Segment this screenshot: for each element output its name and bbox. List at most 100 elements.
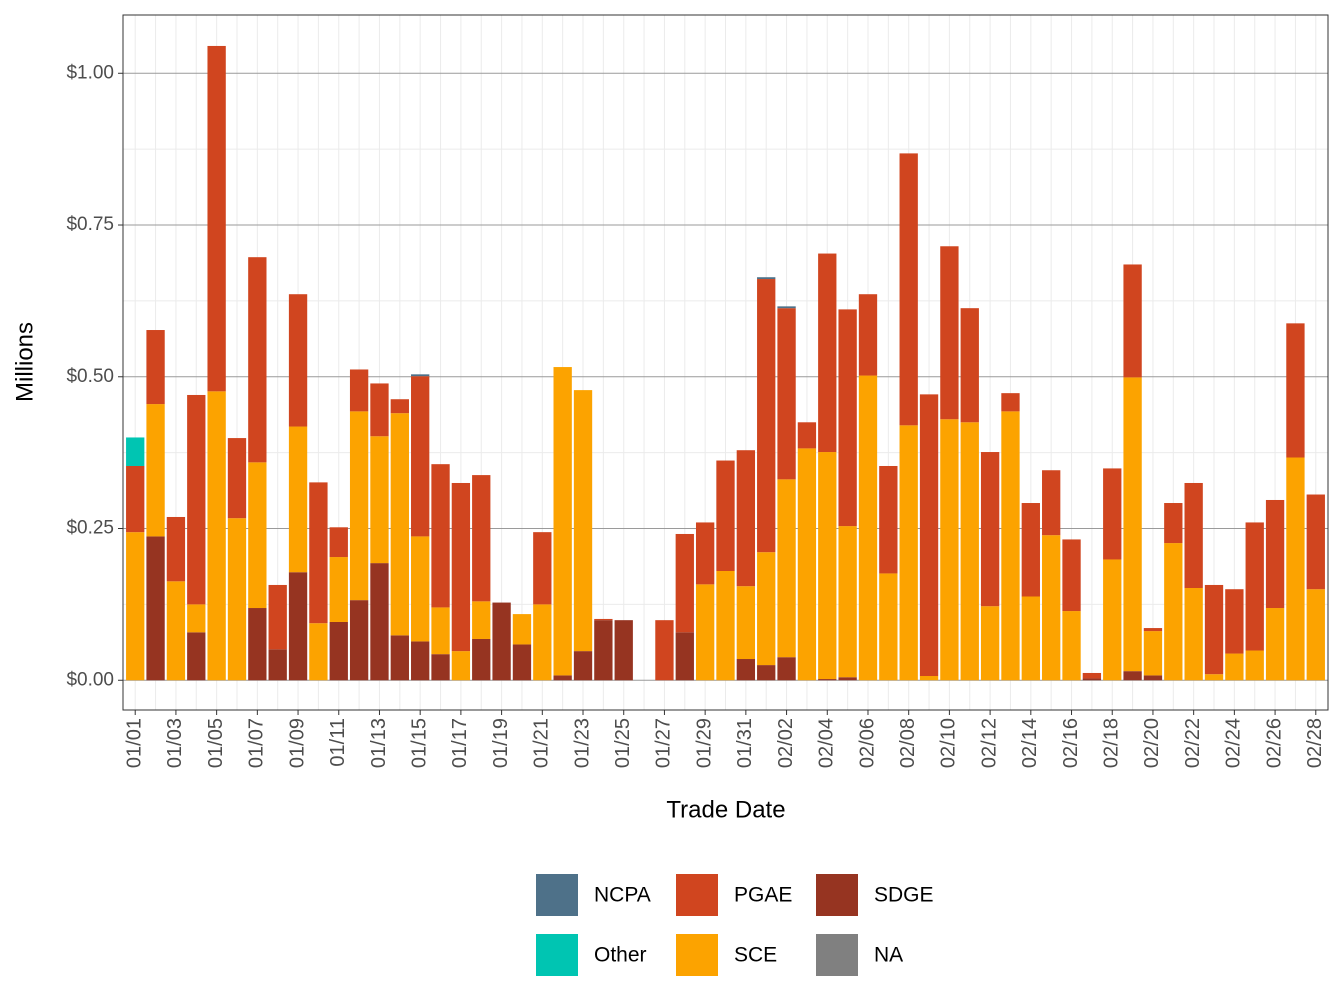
bar-segment [146,404,165,537]
x-tick-label: 01/31 [734,718,756,768]
bar-segment [126,532,145,681]
bar-segment [716,571,735,681]
bar-segment [757,665,776,681]
bar-segment [940,246,959,420]
x-tick-label: 02/22 [1182,718,1204,768]
bar-segment [349,600,369,681]
legend-label: Other [594,944,647,967]
bar-segment [736,450,756,587]
x-tick-label: 02/08 [897,718,919,768]
legend-label: NCPA [594,884,651,907]
bar-segment [960,308,979,423]
bar-segment [675,632,694,681]
bar-segment [1001,411,1020,681]
legend-label: PGAE [734,884,792,907]
x-tick-label: 01/17 [449,718,471,768]
bar-segment [329,557,348,622]
x-tick-label: 02/26 [1263,718,1285,768]
bar-segment [146,330,165,405]
bar-segment [573,390,593,652]
bar-segment [533,604,552,681]
x-tick-label: 01/13 [368,718,390,768]
bar-segment [1225,653,1244,681]
bar-segment [1062,539,1081,612]
bar-segment [797,422,817,449]
legend-swatch [676,874,718,916]
bar-segment [1265,608,1285,681]
bar-segment [288,572,308,681]
x-tick-label: 01/21 [531,718,553,768]
y-axis-title: Millions [11,322,38,402]
bar-segment [1042,470,1061,536]
bar-segment [533,532,552,605]
bar-segment [879,573,898,681]
bar-segment [594,618,613,621]
x-tick-label: 01/19 [490,718,512,768]
bar-segment [980,452,1000,607]
bar-segment [1306,494,1325,590]
x-tick-label: 01/11 [327,718,349,767]
bar-segment [411,376,430,537]
bar-segment [1082,672,1102,679]
bar-segment [472,475,491,602]
bar-segment [431,654,450,681]
legend-label: SCE [734,944,777,967]
bar-segment [126,465,145,533]
bar-segment [390,399,409,414]
bar-segment [736,659,756,681]
y-tick-label: $0.75 [66,214,114,235]
x-tick-label: 01/05 [205,718,227,768]
x-axis-title: Trade Date [666,796,785,823]
bar-segment [1164,503,1183,544]
bar-segment [1021,503,1040,597]
bar-segment [370,383,389,437]
x-tick-label: 01/29 [693,718,715,768]
legend-label: SDGE [874,884,934,907]
legend-swatch [816,874,858,916]
bar-segment [1103,559,1122,681]
bar-segment [1204,674,1224,681]
bar-segment [1143,628,1163,632]
legend-swatch [536,934,578,976]
bar-segment [858,375,878,681]
bar-segment [187,394,206,605]
bar-segment [187,632,206,681]
bar-segment [899,153,918,426]
x-tick-label: 02/12 [978,718,1000,768]
bar-segment [573,651,593,681]
bar-segment [451,482,471,652]
y-tick-label: $0.50 [66,366,114,387]
bar-segment [207,45,226,392]
bar-segment [1306,589,1325,681]
bar-segment [1103,468,1122,560]
bar-segment [1184,587,1203,681]
bar-segment [655,620,674,681]
bar-segment [288,426,308,573]
bar-segment [166,581,186,681]
bar-segment [390,413,409,636]
legend-label: NA [874,944,903,967]
bar-segment [919,394,939,677]
bar-segment [248,462,267,609]
bar-segment [1204,584,1224,675]
bar-segment [675,533,694,633]
bar-segment [227,518,247,681]
bar-segment [288,294,308,427]
bar-segment [899,425,918,681]
bar-segment [553,675,572,681]
bar-segment [1062,611,1081,681]
bar-segment [370,436,389,564]
y-tick-label: $1.00 [66,62,114,83]
bar-segment [838,677,857,681]
bar-segment [818,679,837,681]
x-tick-label: 01/09 [286,718,308,768]
bar-segment [1123,377,1142,672]
bar-segment [777,306,796,309]
bar-segment [411,641,430,681]
bar-segment [411,536,430,642]
x-tick-label: 02/14 [1019,718,1041,768]
bar-segment [1123,264,1142,378]
bar-segment [777,479,796,658]
bar-segment [187,604,206,633]
bar-segment [146,536,165,681]
